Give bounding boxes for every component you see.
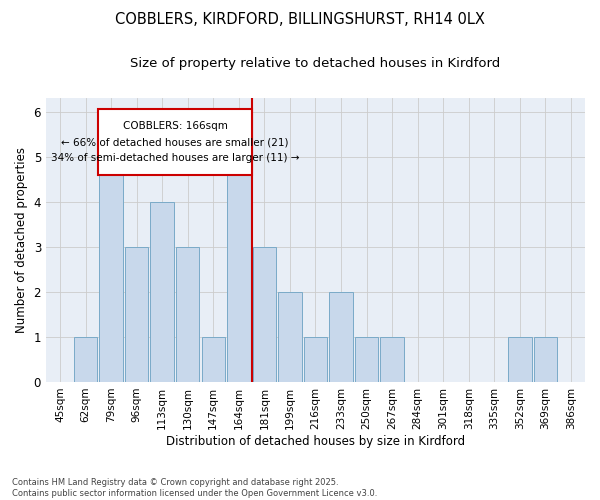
Bar: [74, 337, 97, 382]
Bar: [278, 292, 302, 382]
Text: Contains HM Land Registry data © Crown copyright and database right 2025.
Contai: Contains HM Land Registry data © Crown c…: [12, 478, 377, 498]
Text: COBBLERS, KIRDFORD, BILLINGSHURST, RH14 0LX: COBBLERS, KIRDFORD, BILLINGSHURST, RH14 …: [115, 12, 485, 28]
Bar: [100, 156, 123, 382]
Bar: [355, 337, 379, 382]
Text: COBBLERS: 166sqm: COBBLERS: 166sqm: [122, 121, 227, 131]
Bar: [202, 337, 225, 382]
Bar: [227, 156, 251, 382]
Bar: [253, 247, 276, 382]
Bar: [508, 337, 532, 382]
Bar: [380, 337, 404, 382]
Bar: [176, 247, 199, 382]
Bar: [533, 337, 557, 382]
Bar: [329, 292, 353, 382]
Text: ← 66% of detached houses are smaller (21): ← 66% of detached houses are smaller (21…: [61, 138, 289, 147]
Bar: [125, 247, 148, 382]
Y-axis label: Number of detached properties: Number of detached properties: [15, 147, 28, 333]
X-axis label: Distribution of detached houses by size in Kirdford: Distribution of detached houses by size …: [166, 434, 465, 448]
FancyBboxPatch shape: [98, 110, 251, 174]
Title: Size of property relative to detached houses in Kirdford: Size of property relative to detached ho…: [130, 58, 500, 70]
Text: 34% of semi-detached houses are larger (11) →: 34% of semi-detached houses are larger (…: [50, 153, 299, 163]
Bar: [304, 337, 327, 382]
Bar: [151, 202, 174, 382]
